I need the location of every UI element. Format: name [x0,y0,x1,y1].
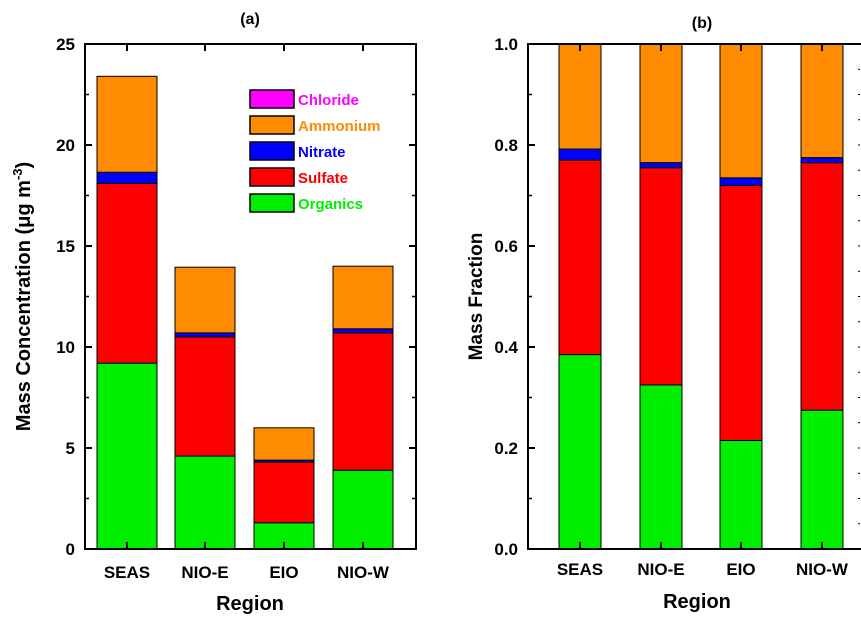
bar-organics-seas [558,354,602,550]
x-tick-label: EIO [726,560,755,579]
x-tick-label: NIO-E [181,563,228,582]
legend-label-ammonium: Ammonium [298,118,381,135]
legend-label-chloride: Chloride [298,92,359,109]
chart-title: (b) [692,15,712,32]
bar-organics-nio-e [174,455,236,550]
bar-ammonium-nio-w [800,43,844,159]
y-tick-label: 15 [56,237,75,256]
y-axis-label: Mass Fraction [466,233,487,361]
bar-ammonium-nio-e [639,43,683,164]
y-tick-label: 5 [66,439,75,458]
legend-label-nitrate: Nitrate [298,144,346,161]
bar-sulfate-eio [253,461,315,524]
y-tick-label: 0.0 [494,540,518,559]
bar-sulfate-nio-w [800,162,844,411]
bar-nitrate-seas [558,148,602,161]
x-tick-label: NIO-W [796,560,849,579]
legend-swatch-nitrate [249,141,295,161]
panel-b: 0.0 0.2 0.4 0.6 0.8 1.0 SEAS NIO-E EIO NIO-W (b) Re… [466,15,861,613]
bar-organics-seas [96,362,158,550]
bar-nitrate-seas [96,171,158,184]
x-tick-label: SEAS [557,560,603,579]
x-axis-label: Region [216,593,284,615]
legend-label-sulfate: Sulfate [298,170,348,187]
bar-sulfate-nio-e [639,167,683,386]
panel-a: 0 5 10 15 20 25 SEAS NIO-E EIO NIO-W (a) Region Mass… [10,11,417,615]
bar-sulfate-eio [719,184,763,441]
bar-ammonium-seas [96,75,158,173]
bar-ammonium-eio [719,43,763,179]
y-tick-label: 1.0 [494,35,518,54]
bar-nitrate-nio-w [332,328,394,334]
legend-swatch-sulfate [249,167,295,187]
x-axis-label: Region [663,591,731,613]
y-tick-label: 20 [56,136,75,155]
bar-sulfate-nio-w [332,332,394,471]
y-tick-label: 0 [66,540,75,559]
y-tick-label: 0.2 [494,439,518,458]
legend-swatch-organics [249,193,295,213]
y-tick-label: 10 [56,338,75,357]
bar-nitrate-nio-w [800,157,844,164]
chart-title: (a) [240,11,260,28]
y-tick-label: 0.8 [494,136,518,155]
bar-ammonium-nio-w [332,265,394,330]
bar-ammonium-eio [253,427,315,461]
x-tick-label: NIO-E [637,560,684,579]
bar-nitrate-eio [719,177,763,186]
bar-sulfate-nio-e [174,336,236,457]
legend-swatch-chloride [249,89,295,109]
legend: Chloride Ammonium Nitrate Sulfate Organics [249,89,381,213]
x-tick-label: EIO [269,563,298,582]
bar-ammonium-nio-e [174,266,236,334]
y-tick-label: 25 [56,35,75,54]
x-tick-label: NIO-W [337,563,390,582]
bar-sulfate-seas [558,159,602,356]
legend-label-organics: Organics [298,196,363,213]
y-tick-label: 0.4 [494,338,518,357]
y-tick-label: 0.6 [494,237,518,256]
bar-organics-nio-e [639,384,683,550]
bar-ammonium-seas [558,43,602,150]
bar-nitrate-nio-e [639,162,683,169]
bar-organics-nio-w [800,409,844,550]
legend-swatch-ammonium [249,115,295,135]
y-axis-label: Mass Concentration (μg m-3) [10,162,35,431]
bar-organics-eio [719,439,763,550]
bar-organics-nio-w [332,469,394,550]
bar-nitrate-nio-e [174,332,236,338]
bar-sulfate-seas [96,182,158,364]
x-tick-label: SEAS [104,563,150,582]
